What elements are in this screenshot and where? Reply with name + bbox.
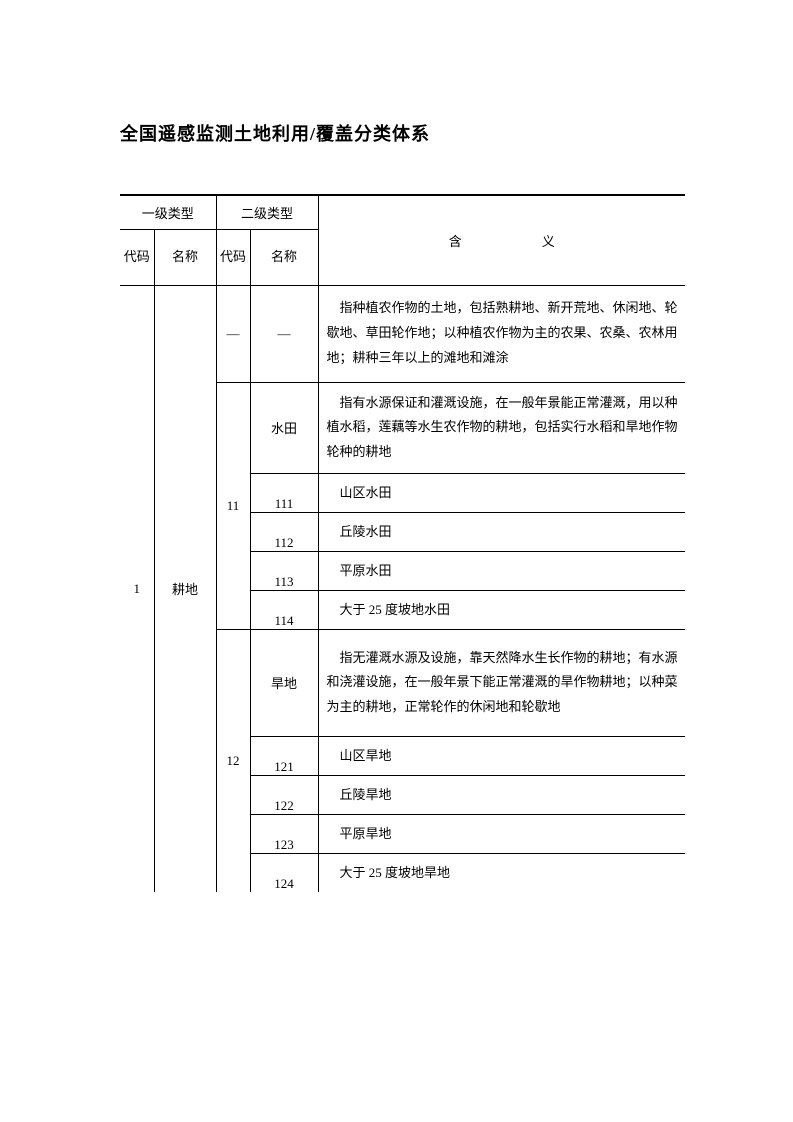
cell-desc: 平原水田 (318, 551, 685, 590)
header-code2: 代码 (216, 229, 250, 285)
table-header-row-1: 一级类型 二级类型 含义 (120, 195, 685, 229)
cell-l2-name: 124 (250, 853, 318, 892)
cell-l2-code: — (216, 285, 250, 382)
table-row: 1 耕地 — — 指种植农作物的土地，包括熟耕地、新开荒地、休闲地、轮歇地、草田… (120, 285, 685, 382)
cell-desc: 丘陵旱地 (318, 775, 685, 814)
cell-l2-name: 111 (250, 473, 318, 512)
cell-l2-name: 旱地 (250, 629, 318, 736)
cell-desc: 指种植农作物的土地，包括熟耕地、新开荒地、休闲地、轮歇地、草田轮作地；以种植农作… (318, 285, 685, 382)
cell-desc: 大于 25 度坡地水田 (318, 590, 685, 629)
page: 全国遥感监测土地利用/覆盖分类体系 一级类型 二级类型 含义 代码 名称 代码 … (0, 0, 793, 1122)
cell-l2-name: 121 (250, 736, 318, 775)
cell-l2-code: 11 (216, 382, 250, 629)
header-name1: 名称 (154, 229, 216, 285)
header-meaning-char1: 含 (449, 234, 462, 249)
cell-desc: 平原旱地 (318, 814, 685, 853)
header-meaning-char2: 义 (542, 234, 555, 249)
cell-desc: 丘陵水田 (318, 512, 685, 551)
header-meaning: 含义 (318, 195, 685, 285)
header-level1: 一级类型 (120, 195, 216, 229)
header-level2: 二级类型 (216, 195, 318, 229)
cell-l2-name: 水田 (250, 382, 318, 473)
cell-l1-name: 耕地 (154, 285, 216, 892)
page-title: 全国遥感监测土地利用/覆盖分类体系 (120, 120, 683, 146)
cell-l2-code: 12 (216, 629, 250, 892)
cell-desc: 指有水源保证和灌溉设施，在一般年景能正常灌溉，用以种植水稻，莲藕等水生农作物的耕… (318, 382, 685, 473)
header-name2: 名称 (250, 229, 318, 285)
cell-l1-code: 1 (120, 285, 154, 892)
cell-l2-name: 122 (250, 775, 318, 814)
cell-l2-name: 123 (250, 814, 318, 853)
cell-l2-name: — (250, 285, 318, 382)
cell-l2-name: 112 (250, 512, 318, 551)
cell-desc: 山区旱地 (318, 736, 685, 775)
cell-desc: 山区水田 (318, 473, 685, 512)
cell-desc: 指无灌溉水源及设施，靠天然降水生长作物的耕地；有水源和浇灌设施，在一般年景下能正… (318, 629, 685, 736)
cell-desc: 大于 25 度坡地旱地 (318, 853, 685, 892)
classification-table: 一级类型 二级类型 含义 代码 名称 代码 名称 1 耕地 — — 指种植农作物… (120, 194, 685, 892)
header-code1: 代码 (120, 229, 154, 285)
cell-l2-name: 114 (250, 590, 318, 629)
cell-l2-name: 113 (250, 551, 318, 590)
